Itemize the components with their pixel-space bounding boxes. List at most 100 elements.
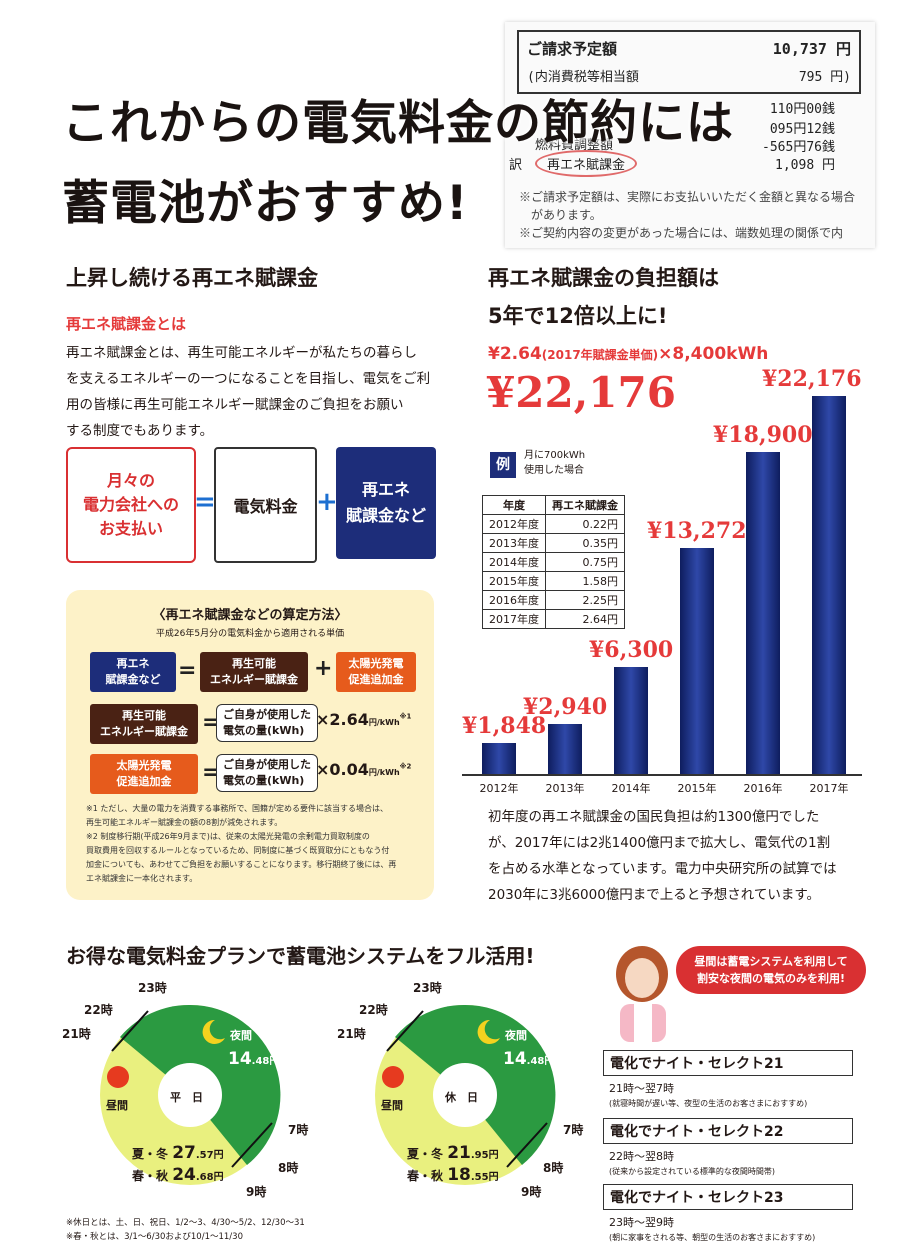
- footnote-holiday: ※休日とは、土、日、祝日、1/2～3、4/30～5/2、12/30～31: [66, 1218, 305, 1228]
- table-header: 年度: [482, 495, 546, 515]
- table-row: 2017年度 2.64円: [482, 609, 625, 629]
- cb-line: 促進追加金: [348, 673, 404, 686]
- receipt-renewable-label: 再エネ賦課金: [535, 150, 638, 177]
- monthly-payment-box: 月々の 電力会社への お支払い: [66, 447, 196, 563]
- chart-bar: [614, 666, 648, 774]
- example-badge: 例: [490, 452, 516, 478]
- pill-line: ご自身が使用した: [223, 758, 311, 771]
- plan-desc: (朝に家事をされる等、朝型の生活のお客さまにおすすめ): [609, 1233, 816, 1242]
- season-label: 夏・冬: [132, 1147, 169, 1161]
- table-row: 2014年度 0.75円: [482, 552, 625, 572]
- receipt-tax-label: (内消費税等相当額: [527, 70, 639, 85]
- receipt-note-3: ※ご契約内容の変更があった場合には、端数処理の関係で内: [519, 226, 844, 240]
- calc-solar-surcharge-box: 太陽光発電 促進追加金: [336, 652, 416, 692]
- example-line: 使用した場合: [524, 465, 584, 476]
- moon-icon: [202, 1019, 225, 1044]
- chart-data-label: ¥2,940: [523, 693, 608, 720]
- calc-row2-levy-box: 再生可能 エネルギー賦課金: [90, 704, 198, 744]
- footnote-line: ※2 制度移行期(平成26年9月まで)は、従来の太陽光発電の余剰電力買取制度の: [86, 832, 370, 841]
- calc-renewable-levy-box: 再生可能 エネルギー賦課金: [200, 652, 308, 692]
- night-label: 夜間: [230, 1029, 252, 1042]
- chart-data-label: ¥13,272: [647, 517, 747, 544]
- plan-desc: (従来から設定されている標準的な夜間時間帯): [609, 1167, 776, 1176]
- total-annual-levy: ¥22,176: [486, 368, 676, 417]
- footnote-line: 加金についても、あわせてご負担をお願いすることになります。移行期終了後には、再: [86, 860, 397, 869]
- hour-8: 8時: [278, 1161, 299, 1175]
- hour-9: 9時: [521, 1185, 542, 1199]
- formula-note: (2017年賦課金単価): [541, 348, 659, 362]
- chart-x-label: 2017年: [809, 782, 849, 795]
- sun-icon: [382, 1066, 404, 1088]
- left-para-line: する制度でもあります。: [66, 423, 214, 439]
- bubble-line: 割安な夜間の電気のみを利用!: [696, 972, 845, 985]
- footnote-line: エネ賦課金に一本化されます。: [86, 874, 198, 883]
- receipt-tax-value: 795 円): [798, 70, 851, 85]
- footnote-season: ※春・秋とは、3/1～6/30および10/1～11/30: [66, 1232, 243, 1242]
- woman-illustration: [608, 942, 678, 1042]
- plan-hours: 23時～翌9時: [609, 1216, 674, 1229]
- right-para-line: を占める水準となっています。電力中央研究所の試算では: [488, 861, 837, 877]
- left-para-line: 用の皆様に再生可能エネルギー賦課金のご負担をお願い: [66, 397, 404, 413]
- bottom-footnotes: ※休日とは、土、日、祝日、1/2～3、4/30～5/2、12/30～31 ※春・…: [66, 1216, 305, 1244]
- chart-x-label: 2013年: [545, 782, 585, 795]
- equals-sign: =: [194, 487, 216, 517]
- plan-desc: (就寝時間が遅い等、夜型の生活のお客さまにおすすめ): [609, 1099, 808, 1108]
- night-price: 14.48円: [503, 1049, 554, 1069]
- price-int: 24: [172, 1165, 196, 1185]
- chart-bar: [680, 547, 714, 774]
- price-dec: .68円: [195, 1172, 224, 1183]
- cb-line: 再エネ: [116, 657, 150, 670]
- price-dec: .95円: [470, 1150, 499, 1161]
- table-row: 2015年度 1.58円: [482, 571, 625, 591]
- cb-line: 促進追加金: [116, 775, 172, 788]
- right-paragraph: 初年度の再エネ賦課金の国民負担は約1300億円でした が、2017年には2兆14…: [488, 804, 868, 908]
- summer-winter-rate: 夏・冬 21.95円: [407, 1143, 499, 1163]
- weekday-clock: 23時 22時 21時 7時 8時 9時 夜間 14.48円 昼間 平 日 夏・…: [20, 975, 320, 1205]
- right-para-line: 2030年に3兆6000億円まで上ると予想されています。: [488, 887, 821, 903]
- formula-usage: ×8,400kWh: [658, 344, 769, 364]
- rate-note-ref: ※1: [399, 712, 412, 721]
- chart-data-label: ¥1,848: [462, 712, 547, 739]
- chart-baseline: [462, 774, 862, 776]
- table-row: 2012年度 0.22円: [482, 514, 625, 534]
- footnote-line: 買取費用を回収するルールとなっているため、同制度に基づく既買取分にともなう付: [86, 846, 390, 855]
- moon-icon: [477, 1019, 500, 1044]
- box-line: お支払い: [98, 519, 163, 538]
- calc-equals-1: =: [178, 658, 197, 683]
- table-cell: 2016年度: [482, 590, 546, 610]
- summer-winter-rate: 夏・冬 27.57円: [132, 1143, 224, 1163]
- pill-line: 電気の量(kWh): [223, 724, 305, 737]
- bill-receipt-image: ご請求予定額 10,737 円 (内消費税等相当額 795 円) 110円00銭…: [505, 22, 875, 248]
- right-heading-2: 5年で12倍以上に!: [488, 304, 668, 328]
- arrow-morning: [506, 1122, 548, 1168]
- plan-title: 電化でナイト・セレクト21: [603, 1050, 853, 1076]
- night-label: 夜間: [505, 1029, 527, 1042]
- hour-22: 22時: [84, 1003, 113, 1017]
- calc-levy-box: 再エネ 賦課金など: [90, 652, 176, 692]
- clock-center: [433, 1063, 497, 1127]
- formula: ¥2.64(2017年賦課金単価)×8,400kWh: [488, 344, 768, 364]
- plan-select-23: 電化でナイト・セレクト23 23時～翌9時 (朝に家事をされる等、朝型の生活のお…: [603, 1184, 853, 1243]
- chart-x-label: 2016年: [743, 782, 783, 795]
- chart-x-label: 2014年: [611, 782, 651, 795]
- cb-line: 太陽光発電: [116, 759, 172, 772]
- receipt-total-value: 10,737 円: [772, 40, 851, 58]
- chart-bar: [548, 723, 582, 774]
- rate-table-wrap: 年度 再エネ賦課金 2012年度 0.22円 2013年度 0.35円 2014年度 0…: [482, 495, 625, 629]
- night-segment: [465, 1004, 556, 1165]
- day-label: 昼間: [106, 1099, 128, 1112]
- hour-23: 23時: [413, 981, 442, 995]
- price-int: 27: [172, 1143, 196, 1163]
- pill-line: 電気の量(kWh): [223, 774, 305, 787]
- formula-unit-price: ¥2.64: [488, 344, 542, 364]
- receipt-total-label: ご請求予定額: [527, 40, 618, 58]
- chart-data-label: ¥18,900: [713, 421, 813, 448]
- hero-line-2: 蓄電池がおすすめ!: [62, 176, 469, 231]
- calc-title: 〈再エネ賦課金などの算定方法〉: [152, 608, 348, 623]
- calc-equals-2: =: [202, 710, 221, 735]
- clock-center: [158, 1063, 222, 1127]
- receipt-line4-value: 095円12銭: [769, 122, 835, 137]
- hour-22: 22時: [359, 1003, 388, 1017]
- season-label: 夏・冬: [407, 1147, 444, 1161]
- usage-kwh-pill: ご自身が使用した 電気の量(kWh): [216, 754, 318, 792]
